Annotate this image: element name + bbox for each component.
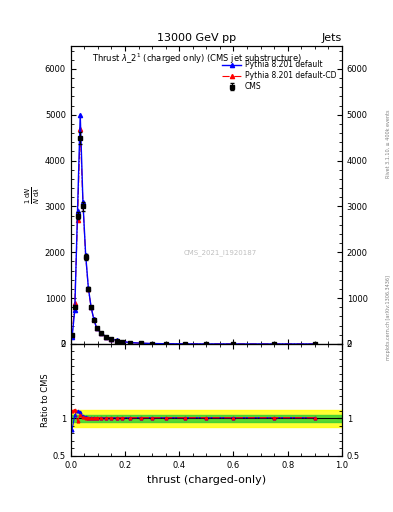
Pythia 8.201 default (86, 285, 91, 291)
Pythia 8.201 default-CD (272, 341, 276, 347)
Text: CMS_2021_I1920187: CMS_2021_I1920187 (183, 250, 257, 257)
Pythia 8.201 default (128, 339, 133, 346)
Pythia 8.201 default-CD (75, 217, 80, 223)
Pythia 8.201 default-CD (163, 340, 168, 347)
Pythia 8.201 default (139, 340, 143, 346)
Text: 13000 GeV pp: 13000 GeV pp (157, 33, 236, 44)
Pythia 8.201 default (204, 341, 209, 347)
Pythia 8.201 default (72, 307, 77, 313)
X-axis label: thrust (charged-only): thrust (charged-only) (147, 475, 266, 485)
Pythia 8.201 default-CD (120, 338, 125, 345)
Pythia 8.201 default-CD (150, 340, 154, 347)
Pythia 8.201 default-CD (128, 339, 133, 346)
Pythia 8.201 default-CD (92, 316, 96, 323)
Line: Pythia 8.201 default-CD: Pythia 8.201 default-CD (70, 126, 317, 346)
Pythia 8.201 default (104, 333, 108, 339)
Pythia 8.201 default-CD (182, 341, 187, 347)
Text: mcplots.cern.ch [arXiv:1306.3436]: mcplots.cern.ch [arXiv:1306.3436] (386, 275, 391, 360)
Pythia 8.201 default (83, 251, 88, 258)
Pythia 8.201 default-CD (70, 333, 74, 339)
Pythia 8.201 default (114, 337, 119, 344)
Pythia 8.201 default (98, 330, 103, 336)
Pythia 8.201 default-CD (94, 325, 99, 331)
Pythia 8.201 default-CD (109, 336, 114, 342)
Pythia 8.201 default-CD (83, 253, 88, 259)
Y-axis label: Ratio to CMS: Ratio to CMS (41, 373, 50, 426)
Pythia 8.201 default-CD (98, 330, 103, 336)
Pythia 8.201 default (92, 316, 96, 322)
Pythia 8.201 default (78, 112, 83, 118)
Text: Thrust $\lambda\_2^1$ (charged only) (CMS jet substructure): Thrust $\lambda\_2^1$ (charged only) (CM… (92, 52, 303, 67)
Pythia 8.201 default-CD (104, 333, 108, 339)
Pythia 8.201 default (150, 340, 154, 347)
Pythia 8.201 default (89, 304, 94, 310)
Pythia 8.201 default-CD (114, 337, 119, 344)
Pythia 8.201 default (75, 208, 80, 214)
Pythia 8.201 default (109, 336, 114, 342)
Pythia 8.201 default (231, 341, 236, 347)
Line: Pythia 8.201 default: Pythia 8.201 default (70, 113, 317, 346)
Pythia 8.201 default (272, 341, 276, 347)
Y-axis label: $\frac{1}{N}\frac{\mathrm{d}N}{\mathrm{d}\lambda}$: $\frac{1}{N}\frac{\mathrm{d}N}{\mathrm{d… (24, 186, 42, 204)
Pythia 8.201 default-CD (89, 304, 94, 310)
Legend: Pythia 8.201 default, Pythia 8.201 default-CD, CMS: Pythia 8.201 default, Pythia 8.201 defau… (220, 59, 338, 93)
Pythia 8.201 default-CD (312, 341, 317, 347)
Pythia 8.201 default (120, 338, 125, 345)
Pythia 8.201 default (312, 341, 317, 347)
Pythia 8.201 default-CD (204, 341, 209, 347)
Pythia 8.201 default (94, 325, 99, 331)
Text: Rivet 3.1.10, ≥ 400k events: Rivet 3.1.10, ≥ 400k events (386, 109, 391, 178)
Pythia 8.201 default-CD (72, 300, 77, 306)
Pythia 8.201 default (70, 334, 74, 340)
Pythia 8.201 default-CD (86, 286, 91, 292)
Pythia 8.201 default-CD (81, 201, 85, 207)
Pythia 8.201 default (81, 199, 85, 205)
Pythia 8.201 default-CD (78, 125, 83, 132)
Pythia 8.201 default-CD (139, 340, 143, 346)
Pythia 8.201 default-CD (231, 341, 236, 347)
Pythia 8.201 default (163, 340, 168, 347)
Text: Jets: Jets (321, 33, 342, 44)
Pythia 8.201 default (182, 341, 187, 347)
